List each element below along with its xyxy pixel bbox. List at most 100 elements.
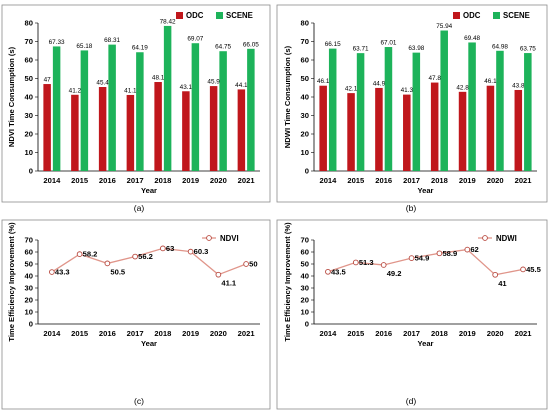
y-tick-label: 60 [25,248,33,257]
legend-marker-ndwi [482,235,488,241]
bar-chart-panel-2: 0 10 20 30 40 50 60 70 80 2014 2015 2016 2017 2018 201… [276,4,548,213]
data-label: 45.4 [96,80,109,87]
x-tick-label: 2014 [319,176,337,185]
point-label: 41 [498,279,507,288]
bar-scene-2021 [247,48,255,172]
data-label: 78.42 [160,18,176,25]
y-tick-label: 30 [301,284,309,293]
x-tick-label: 2015 [347,176,365,185]
panel-frame [1,219,271,410]
data-label: 47.8 [428,75,441,82]
point-2021 [243,261,249,267]
y-tick-label: 40 [25,93,33,102]
point-label: 62 [470,245,478,254]
y-axis-label: NDVI Time Consumption (s) [7,46,16,147]
x-tick-label: 2014 [43,329,61,338]
y-tick-label: 80 [25,19,33,28]
point-2018 [160,245,166,252]
data-label: 68.31 [104,37,120,44]
y-axis-label: NDWI Time Consumption (s) [283,45,292,148]
x-tick-label: 2018 [154,176,171,185]
x-tick-label: 2019 [182,176,199,185]
bar-scene-2017 [136,52,144,171]
y-tick-label: 10 [301,148,309,157]
data-label: 63.98 [408,45,424,52]
x-tick-label: 2016 [99,176,116,185]
point-label: 60.3 [194,247,209,256]
x-tick-label: 2019 [182,329,199,338]
legend-swatch-odc [453,12,460,19]
y-tick-label: 60 [25,56,33,65]
bar-scene-2020 [219,51,227,171]
bar-odc-2017 [126,94,135,171]
data-label: 67.01 [380,40,396,47]
bar-scene-2015 [356,53,365,171]
point-2016 [104,260,111,267]
y-tick-label: 30 [25,284,33,293]
x-tick-label: 2021 [238,176,256,185]
data-label: 63.71 [353,46,369,53]
bar-scene-2020 [496,50,504,171]
point-label: 63 [166,244,174,253]
bar-scene-2015 [80,50,89,171]
y-tick-label: 50 [25,74,33,83]
bar-scene-2021 [524,53,532,171]
bar-odc-2021 [237,89,246,171]
bar-scene-2016 [108,44,116,172]
x-tick-label: 2017 [403,329,420,338]
point-2014 [49,269,55,275]
data-label: 75.94 [436,23,452,30]
data-label: 41.2 [69,87,82,94]
x-tick-label: 2016 [375,176,392,185]
y-tick-label: 0 [305,167,309,176]
y-tick-label: 70 [25,236,33,245]
data-label: 47 [44,77,52,84]
data-label: 64.19 [132,45,148,52]
legend-swatch-scene [493,12,500,19]
data-label: 64.75 [215,44,231,51]
point-2014 [325,268,331,275]
point-2021 [520,266,526,273]
bar-scene-2019 [468,42,476,171]
point-2015 [76,251,83,258]
data-label: 45.9 [207,79,220,86]
legend-label-odc: ODC [463,11,481,20]
y-tick-label: 60 [301,248,309,257]
panel-caption: (c) [134,396,144,406]
data-label: 44.1 [235,82,248,89]
x-axis-label: Year [141,339,157,348]
x-tick-label: 2019 [459,329,476,338]
point-2020 [492,271,499,278]
point-2017 [408,255,415,261]
data-label: 69.07 [187,36,203,43]
bar-scene-2014 [328,48,337,172]
legend-label-scene: SCENE [503,11,530,20]
data-label: 46.1 [317,78,330,85]
point-2020 [215,271,222,278]
bar-odc-2019 [182,91,190,171]
y-tick-label: 10 [25,308,33,317]
bar-scene-2018 [163,25,172,171]
bar-chart-panel-1: 0 10 20 30 40 50 60 70 80 2014 2015 2016 2017 2018 201… [1,4,271,213]
point-label: 51.3 [359,258,374,267]
y-tick-label: 0 [305,320,309,329]
y-tick-label: 20 [25,130,33,139]
data-label: 43.1 [180,84,193,91]
data-label: 66.05 [243,41,259,48]
bar-odc-2021 [514,89,523,171]
data-label: 46.1 [484,78,497,85]
bar-odc-2020 [486,85,495,171]
y-tick-label: 70 [301,37,309,46]
point-label: 49.2 [387,269,402,278]
bar-odc-2020 [209,86,218,171]
x-axis-label: Year [141,186,157,195]
x-tick-label: 2021 [515,329,533,338]
bar-scene-2018 [440,30,448,171]
y-tick-label: 50 [301,260,309,269]
bar-scene-2019 [191,43,200,171]
panel-frame [1,4,271,203]
data-label: 66.15 [325,41,341,48]
y-tick-label: 20 [301,130,309,139]
panel-caption: (d) [406,396,417,406]
x-tick-label: 2018 [431,176,448,185]
